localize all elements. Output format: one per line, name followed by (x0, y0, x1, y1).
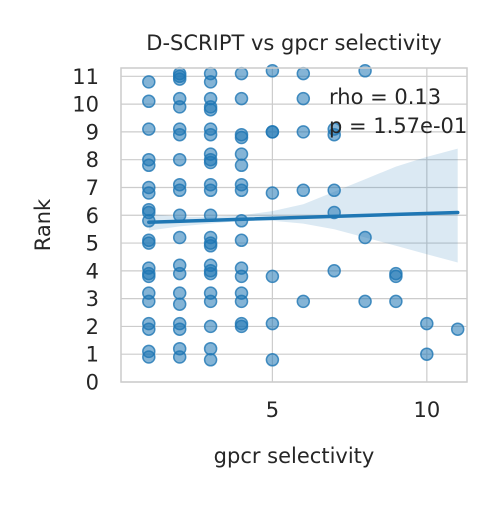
data-point (234, 66, 249, 81)
data-point (296, 183, 311, 198)
data-point (172, 183, 187, 198)
data-point (172, 127, 187, 142)
data-point (265, 186, 280, 200)
data-point (234, 269, 249, 284)
rho-annotation: rho = 0.13 (329, 85, 441, 109)
data-point (203, 319, 218, 334)
p-value-annotation: p = 1.57e-01 (329, 114, 467, 138)
data-point (234, 91, 249, 106)
data-point (327, 127, 341, 142)
y-tick-label: 7 (86, 176, 99, 200)
data-point (172, 322, 187, 336)
data-point (142, 350, 156, 364)
y-tick-label: 8 (86, 148, 99, 172)
data-point (203, 353, 218, 367)
data-point (203, 294, 218, 309)
data-point (203, 266, 218, 281)
data-point (172, 297, 187, 311)
data-point (265, 353, 280, 367)
confidence-band-layer (148, 148, 458, 263)
data-point (203, 127, 218, 142)
data-point (172, 286, 187, 300)
data-point (203, 341, 218, 356)
data-point (172, 152, 187, 167)
confidence-band (148, 148, 458, 263)
data-point (203, 102, 218, 117)
x-tick-labels: 5 10 (266, 398, 441, 422)
data-point (265, 125, 280, 139)
data-point (172, 72, 187, 86)
y-tick-label: 11 (72, 65, 99, 89)
data-point (142, 269, 156, 284)
data-points-layer (142, 64, 465, 367)
data-point (172, 350, 187, 364)
data-point (203, 183, 218, 198)
x-tick-label: 10 (413, 398, 440, 422)
data-point (389, 294, 403, 309)
data-point (296, 125, 311, 139)
data-point (358, 230, 372, 245)
data-point (234, 294, 249, 309)
data-point (142, 236, 156, 250)
y-axis-label: Rank (31, 198, 55, 251)
data-point (265, 64, 280, 78)
regression-layer (147, 210, 460, 224)
y-tick-labels: 0 1 2 3 4 5 6 7 8 9 10 11 (72, 65, 99, 395)
y-tick-label: 1 (86, 343, 99, 367)
data-point (296, 91, 311, 106)
chart-title: D-SCRIPT vs gpcr selectivity (146, 31, 441, 55)
data-point (234, 233, 249, 248)
x-tick-label: 5 (266, 398, 279, 422)
data-point (358, 294, 372, 309)
data-point (327, 183, 341, 198)
data-point (142, 94, 156, 109)
y-tick-label: 5 (86, 232, 99, 256)
data-point (296, 294, 311, 309)
data-point (203, 239, 218, 253)
data-point (142, 186, 156, 200)
y-tick-label: 2 (86, 315, 99, 339)
y-tick-label: 3 (86, 287, 99, 311)
regression-line (147, 210, 460, 224)
data-point (142, 158, 156, 173)
y-tick-label: 9 (86, 120, 99, 144)
data-point (327, 264, 341, 278)
data-point (234, 158, 249, 173)
data-point (142, 294, 156, 309)
data-point (203, 75, 218, 89)
data-point (265, 269, 280, 284)
y-tick-label: 0 (86, 371, 99, 395)
data-point (172, 100, 187, 114)
y-tick-label: 6 (86, 204, 99, 228)
data-point (296, 66, 311, 81)
data-point (234, 319, 249, 334)
data-point (234, 130, 249, 145)
y-tick-label: 10 (72, 93, 99, 117)
data-point (142, 122, 156, 136)
plot-frame (120, 67, 468, 383)
y-tick-label: 4 (86, 259, 99, 283)
data-point (420, 347, 434, 361)
data-point (234, 147, 249, 161)
data-point (234, 183, 249, 198)
data-point (265, 316, 280, 331)
data-point (142, 75, 156, 89)
data-point (420, 316, 434, 331)
data-point (172, 230, 187, 245)
x-axis-label: gpcr selectivity (214, 444, 375, 468)
data-point (450, 322, 465, 336)
data-point (358, 64, 372, 78)
data-point (142, 322, 156, 336)
data-point (203, 155, 218, 170)
data-point (389, 269, 403, 284)
data-point (172, 266, 187, 281)
